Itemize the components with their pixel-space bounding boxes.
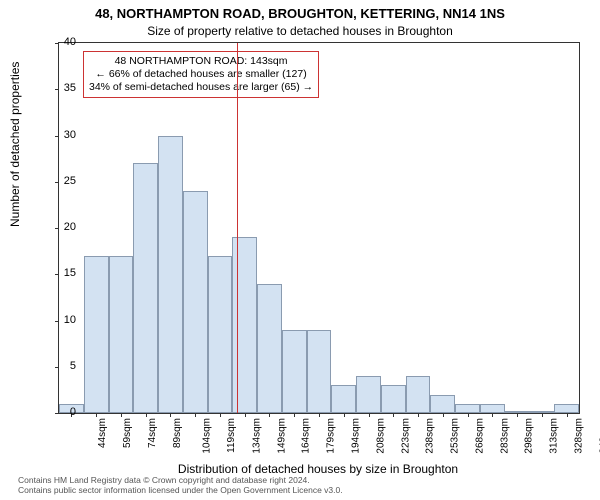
x-tick-label: 328sqm <box>573 418 584 454</box>
histogram-bar <box>356 376 381 413</box>
histogram-bar <box>381 385 406 413</box>
histogram-bar <box>232 237 257 413</box>
y-tick-label: 5 <box>46 360 76 372</box>
y-tick-label: 20 <box>46 221 76 233</box>
x-tick-mark <box>468 413 469 417</box>
x-tick-mark <box>245 413 246 417</box>
annotation-line1: 48 NORTHAMPTON ROAD: 143sqm <box>89 55 313 68</box>
x-tick-mark <box>393 413 394 417</box>
x-tick-label: 59sqm <box>122 418 133 448</box>
histogram-bar <box>84 256 109 413</box>
x-tick-mark <box>220 413 221 417</box>
y-tick-label: 25 <box>46 175 76 187</box>
x-tick-mark <box>418 413 419 417</box>
footer: Contains HM Land Registry data © Crown c… <box>18 476 343 496</box>
x-tick-mark <box>443 413 444 417</box>
y-tick-label: 40 <box>46 36 76 48</box>
y-tick-label: 0 <box>46 406 76 418</box>
x-tick-mark <box>567 413 568 417</box>
annotation-line3: 34% of semi-detached houses are larger (… <box>89 81 313 94</box>
x-tick-label: 149sqm <box>276 418 287 454</box>
y-tick-label: 15 <box>46 267 76 279</box>
y-tick-label: 30 <box>46 129 76 141</box>
x-tick-mark <box>542 413 543 417</box>
x-tick-label: 134sqm <box>252 418 263 454</box>
y-tick-label: 10 <box>46 314 76 326</box>
x-tick-mark <box>269 413 270 417</box>
histogram-bar <box>480 404 505 413</box>
histogram-bar <box>455 404 480 413</box>
footer-line2: Contains public sector information licen… <box>18 486 343 496</box>
y-tick-label: 35 <box>46 82 76 94</box>
histogram-bar <box>158 136 183 414</box>
x-tick-mark <box>146 413 147 417</box>
x-tick-label: 238sqm <box>425 418 436 454</box>
x-axis-label: Distribution of detached houses by size … <box>58 462 578 476</box>
histogram-bar <box>109 256 134 413</box>
x-tick-mark <box>319 413 320 417</box>
x-tick-label: 268sqm <box>474 418 485 454</box>
x-tick-mark <box>195 413 196 417</box>
x-tick-label: 313sqm <box>549 418 560 454</box>
reference-line <box>237 43 238 413</box>
x-tick-label: 223sqm <box>400 418 411 454</box>
annotation-box: 48 NORTHAMPTON ROAD: 143sqm ← 66% of det… <box>83 51 319 98</box>
x-tick-label: 208sqm <box>375 418 386 454</box>
histogram-bar <box>554 404 579 413</box>
x-tick-label: 104sqm <box>202 418 213 454</box>
histogram-bar <box>133 163 158 413</box>
x-tick-mark <box>492 413 493 417</box>
chart-container: 48, NORTHAMPTON ROAD, BROUGHTON, KETTERI… <box>0 0 600 500</box>
chart-title-sub: Size of property relative to detached ho… <box>0 24 600 38</box>
x-tick-label: 44sqm <box>97 418 108 448</box>
histogram-bar <box>430 395 455 414</box>
x-tick-label: 194sqm <box>351 418 362 454</box>
x-tick-label: 89sqm <box>172 418 183 448</box>
y-axis-label: Number of detached properties <box>8 62 22 227</box>
histogram-bar <box>208 256 233 413</box>
x-tick-mark <box>517 413 518 417</box>
chart-title-main: 48, NORTHAMPTON ROAD, BROUGHTON, KETTERI… <box>0 6 600 21</box>
histogram-bar <box>282 330 307 413</box>
x-tick-label: 253sqm <box>450 418 461 454</box>
x-tick-label: 74sqm <box>147 418 158 448</box>
x-tick-mark <box>369 413 370 417</box>
x-tick-mark <box>294 413 295 417</box>
x-tick-label: 298sqm <box>524 418 535 454</box>
x-tick-mark <box>121 413 122 417</box>
histogram-bar <box>257 284 282 414</box>
x-tick-mark <box>96 413 97 417</box>
x-tick-label: 119sqm <box>226 418 237 453</box>
x-tick-label: 164sqm <box>301 418 312 454</box>
x-tick-label: 283sqm <box>499 418 510 454</box>
annotation-line2: ← 66% of detached houses are smaller (12… <box>89 68 313 81</box>
histogram-bar <box>183 191 208 413</box>
x-tick-label: 179sqm <box>326 418 337 454</box>
histogram-bar <box>406 376 431 413</box>
histogram-bar <box>307 330 332 413</box>
x-tick-mark <box>170 413 171 417</box>
histogram-bar <box>331 385 356 413</box>
plot-area: 48 NORTHAMPTON ROAD: 143sqm ← 66% of det… <box>58 42 580 414</box>
x-tick-mark <box>344 413 345 417</box>
